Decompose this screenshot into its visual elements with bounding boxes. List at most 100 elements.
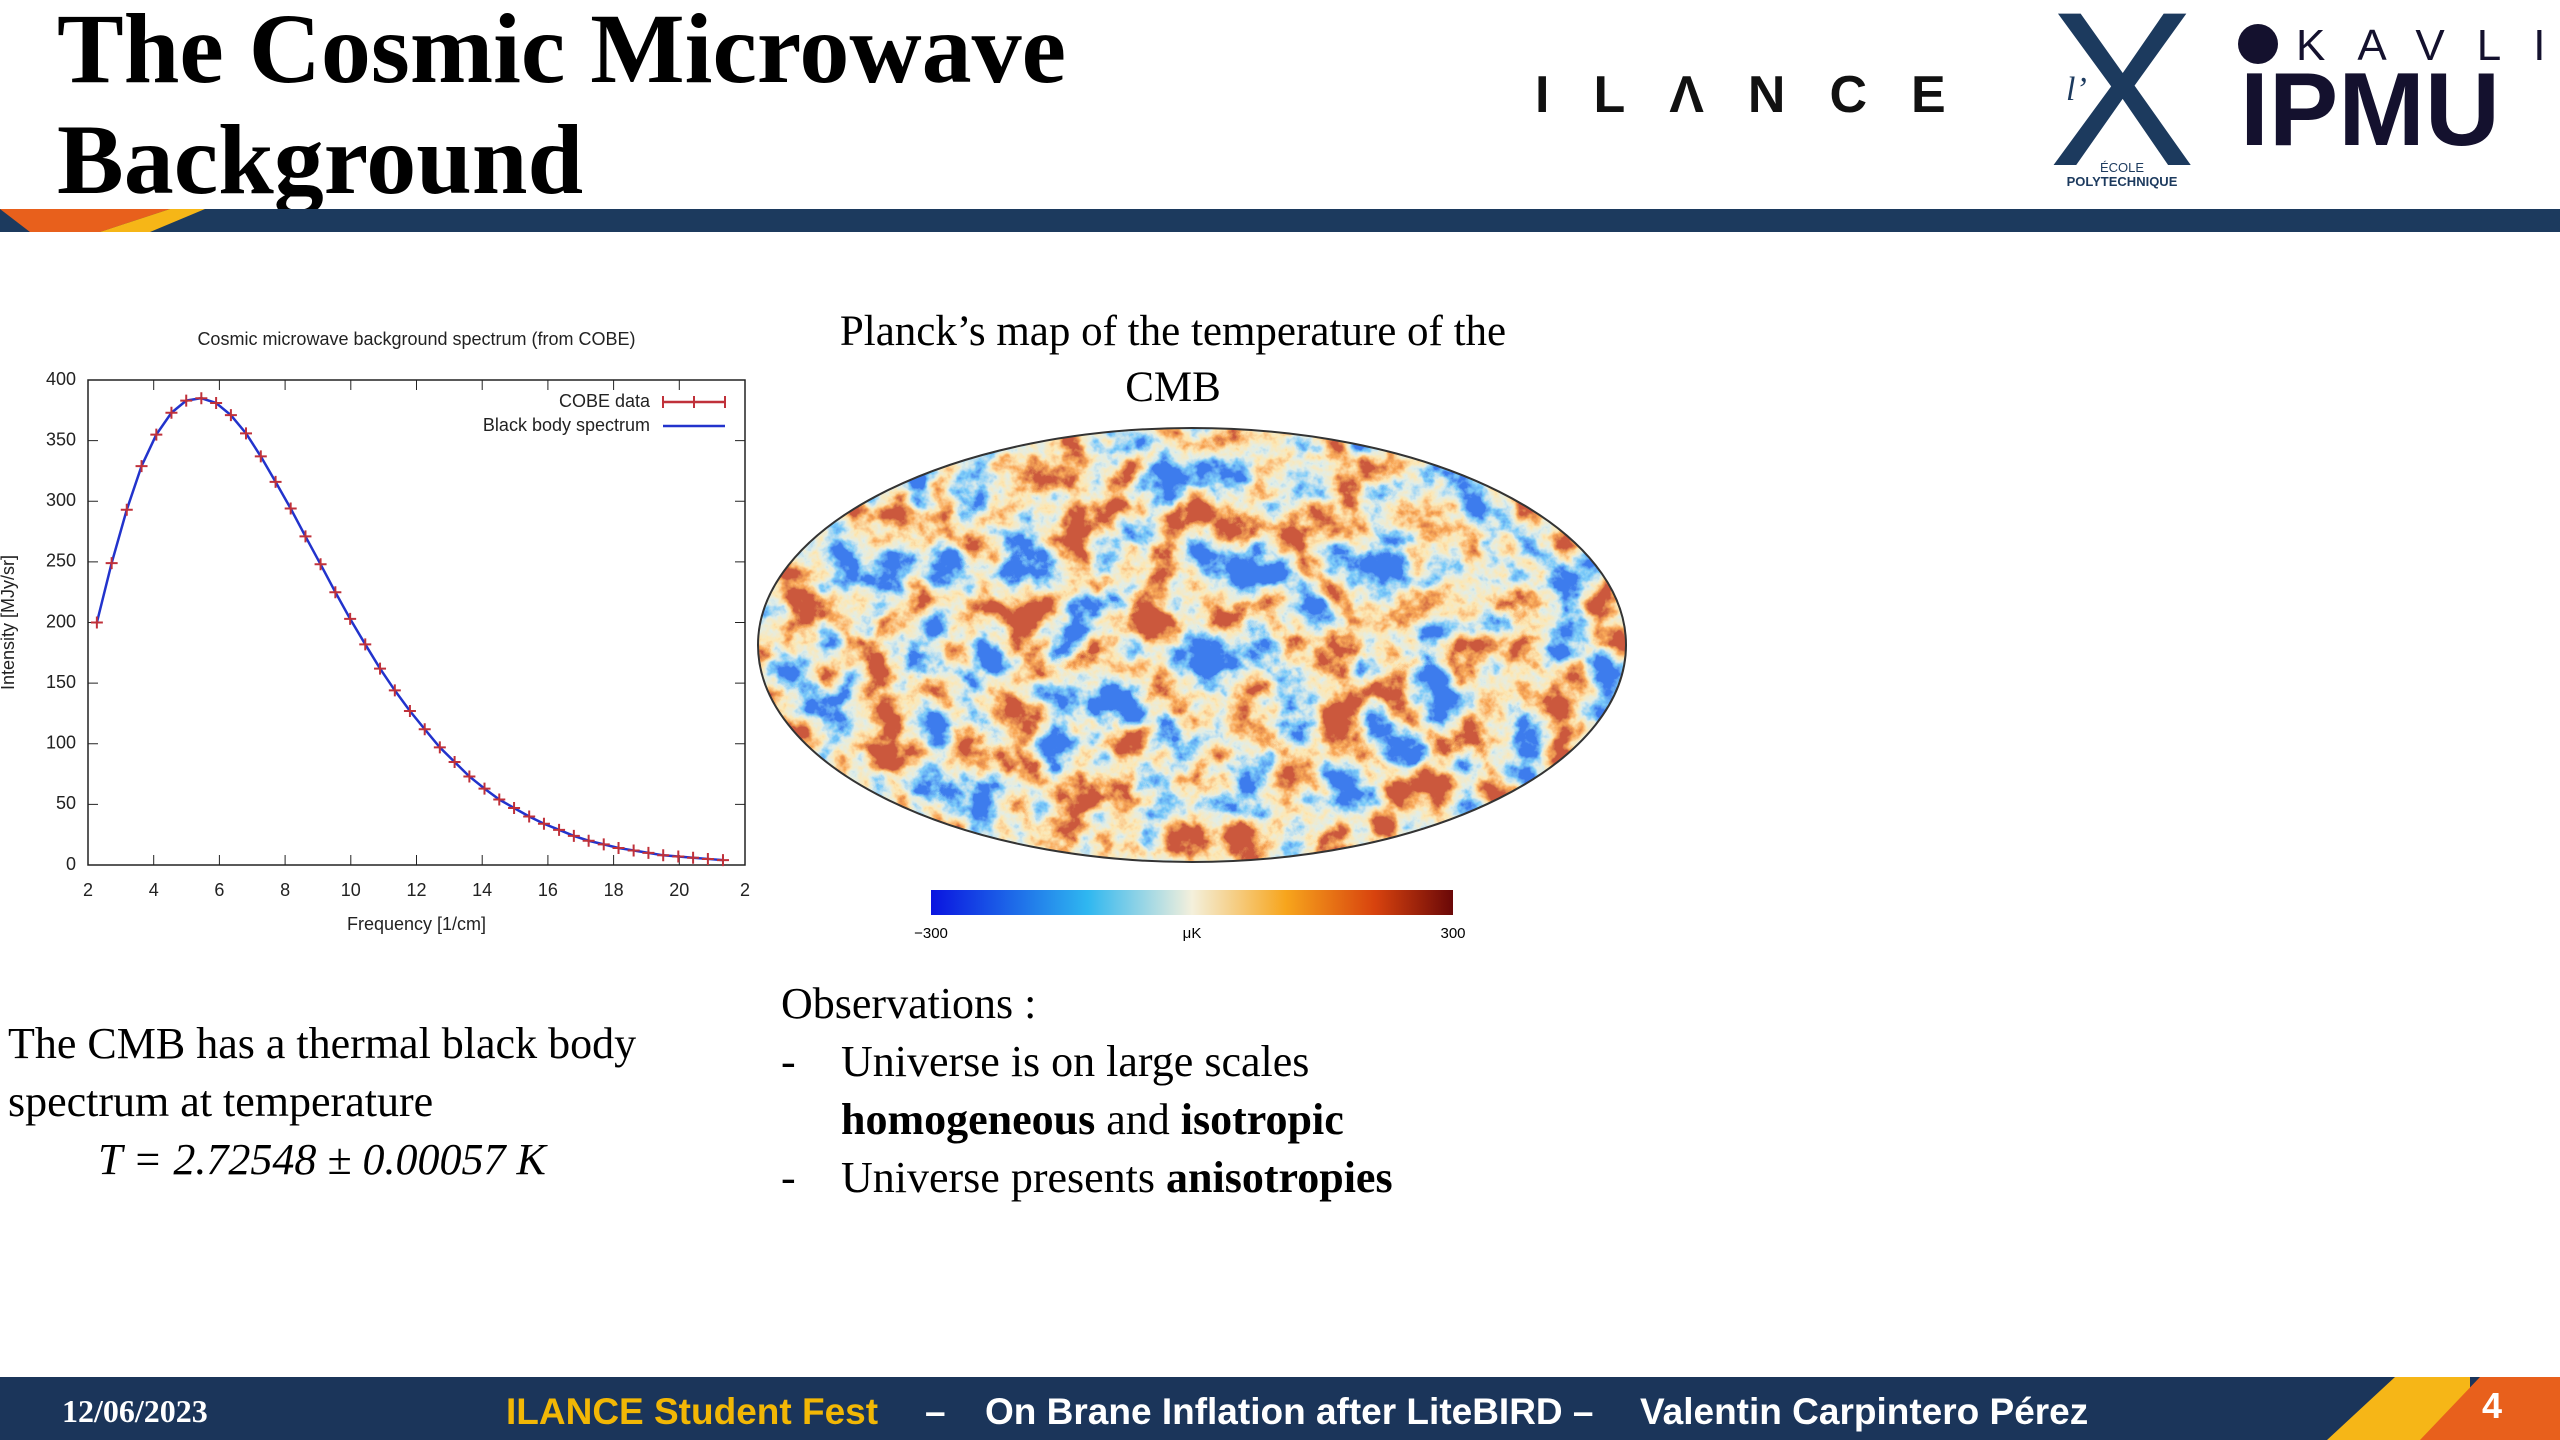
cmb-map <box>758 428 1626 862</box>
ipmu-logo: IPMU <box>2240 52 2500 168</box>
obs-heading: Observations : <box>781 979 1036 1028</box>
slide-title: The Cosmic Microwave <box>57 0 1066 104</box>
x-tick-label: 18 <box>604 880 624 900</box>
data-point <box>329 586 342 599</box>
x-tick-label: 4 <box>149 880 159 900</box>
data-point <box>388 684 401 697</box>
run: Universe presents <box>841 1153 1155 1202</box>
map-title: Planck’s map of the temperature of the <box>840 308 1506 355</box>
kavli-dot <box>2238 24 2278 64</box>
x-logo: X <box>2049 0 2196 212</box>
footer-talk: On Brane Inflation after LiteBIRD – <box>985 1391 1594 1432</box>
data-point <box>672 850 685 863</box>
data-point <box>105 557 118 570</box>
colorbar-max: 300 <box>1440 925 1465 942</box>
x-tick-label: 10 <box>341 880 361 900</box>
y-tick-label: 0 <box>66 854 76 874</box>
y-tick-label: 350 <box>46 429 76 449</box>
run: anisotropies <box>1166 1153 1393 1202</box>
obs-line: Universe presents anisotropies <box>841 1153 1393 1202</box>
data-point <box>240 427 253 440</box>
y-axis-label: Intensity [MJy/sr] <box>0 555 18 690</box>
data-point <box>403 705 416 718</box>
cobe-chart: Cosmic microwave background spectrum (fr… <box>0 329 750 934</box>
data-point <box>284 502 297 515</box>
header-bar <box>0 209 2560 232</box>
colorbar-min: −300 <box>914 925 948 942</box>
data-point <box>195 392 208 405</box>
y-tick-label: 300 <box>46 490 76 510</box>
data-point <box>701 852 714 865</box>
data-point <box>344 612 357 625</box>
data-point <box>493 793 506 806</box>
y-tick-label: 400 <box>46 369 76 389</box>
x-axis-label: Frequency [1/cm] <box>347 914 486 934</box>
colorbar-unit: μK <box>1183 925 1202 942</box>
footer-bar <box>0 1377 2560 1440</box>
data-point <box>418 723 431 736</box>
data-point <box>567 829 580 842</box>
x-tick-label: 2 <box>740 880 750 900</box>
x-logo-school: POLYTECHNIQUE <box>2067 174 2178 189</box>
data-point <box>254 450 267 463</box>
data-point <box>687 851 700 864</box>
data-point <box>269 475 282 488</box>
data-point <box>508 802 521 815</box>
data-point <box>359 638 372 651</box>
x-tick-label: 2 <box>83 880 93 900</box>
data-point <box>90 616 103 629</box>
footer-accent <box>2327 1377 2470 1440</box>
data-point <box>463 770 476 783</box>
data-point <box>716 854 729 867</box>
footer-event: ILANCE Student Fest <box>506 1391 878 1432</box>
run: Universe is on large scales <box>841 1037 1309 1086</box>
plot-frame <box>87 379 746 866</box>
series-line <box>95 396 724 862</box>
y-tick-label: 200 <box>46 611 76 631</box>
obs-line: homogeneous and isotropic <box>841 1095 1344 1144</box>
header-accent <box>0 209 170 232</box>
body-text: spectrum at temperature <box>8 1077 433 1126</box>
y-tick-label: 100 <box>46 733 76 753</box>
footer-date: 12/06/2023 <box>62 1393 208 1429</box>
data-point <box>478 782 491 795</box>
footer-sep: – <box>925 1391 946 1432</box>
x-logo-school: ÉCOLE <box>2100 160 2144 175</box>
cmb-map-outline <box>757 427 1627 863</box>
data-point <box>165 406 178 419</box>
data-point <box>120 503 133 516</box>
footer-accent <box>2420 1377 2560 1440</box>
x-tick-label: 14 <box>472 880 492 900</box>
equation: T = 2.72548 ± 0.00057 K <box>98 1135 549 1184</box>
data-point <box>374 662 387 675</box>
data-point <box>433 741 446 754</box>
data-point <box>627 844 640 857</box>
page-number: 4 <box>2482 1385 2502 1426</box>
data-point <box>553 823 566 836</box>
header-accent <box>100 209 205 232</box>
data-point <box>523 810 536 823</box>
data-point <box>597 838 610 851</box>
data-point <box>180 394 193 407</box>
ilance-logo: ILΛNCE <box>1535 66 1990 124</box>
kavli-logo: KAVLI <box>2296 21 2560 70</box>
y-tick-label: 250 <box>46 551 76 571</box>
data-point <box>448 755 461 768</box>
data-point <box>582 834 595 847</box>
legend-label: COBE data <box>559 391 651 411</box>
chart-title: Cosmic microwave background spectrum (fr… <box>197 329 635 349</box>
colorbar <box>931 890 1453 915</box>
x-tick-label: 6 <box>214 880 224 900</box>
data-point <box>314 558 327 571</box>
bullet: - <box>781 1153 796 1202</box>
y-tick-label: 50 <box>56 793 76 813</box>
x-tick-label: 16 <box>538 880 558 900</box>
footer-author: Valentin Carpintero Pérez <box>1640 1391 2088 1432</box>
x-tick-label: 12 <box>406 880 426 900</box>
obs-line: Universe is on large scales <box>841 1037 1309 1086</box>
run: and <box>1106 1095 1170 1144</box>
data-point <box>657 849 670 862</box>
data-point <box>224 409 237 422</box>
